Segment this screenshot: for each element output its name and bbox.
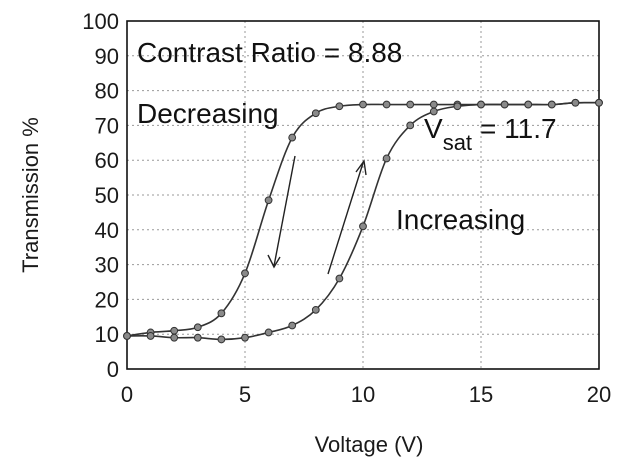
data-point-s2-9 xyxy=(335,274,344,283)
y-tick-label-10: 10 xyxy=(95,322,119,347)
data-point-s2-13 xyxy=(429,107,438,116)
data-point-s2-14 xyxy=(453,102,462,111)
data-point-s2-6 xyxy=(264,328,273,337)
y-tick-label-40: 40 xyxy=(95,218,119,243)
tick-labels: 0 5 10 15 20 0 10 20 30 40 50 60 70 80 90 100 xyxy=(82,9,611,407)
data-point-s2-0 xyxy=(123,332,131,340)
y-tick-label-50: 50 xyxy=(95,183,119,208)
data-point-s1-11 xyxy=(382,100,391,109)
data-point-s2-4 xyxy=(217,335,226,344)
data-point-s1-5 xyxy=(241,269,249,278)
x-tick-label-15: 15 xyxy=(469,382,493,407)
grid xyxy=(127,21,599,369)
x-tick-label-5: 5 xyxy=(239,382,251,407)
series-points xyxy=(123,98,603,344)
x-tick-label-20: 20 xyxy=(587,382,611,407)
increasing-label: Increasing xyxy=(396,204,525,235)
data-point-s1-2 xyxy=(170,326,179,335)
data-point-s2-7 xyxy=(288,321,297,330)
y-tick-label-80: 80 xyxy=(95,79,119,104)
increasing-arrow xyxy=(327,159,367,275)
y-tick-label-100: 100 xyxy=(82,9,119,34)
vsat-label: Vsat = 11.7 xyxy=(424,113,557,155)
decreasing-label: Decreasing xyxy=(137,98,279,129)
vsat-subscript: sat xyxy=(443,130,472,155)
data-point-s2-5 xyxy=(241,333,249,342)
y-tick-label-70: 70 xyxy=(95,113,119,138)
x-tick-label-0: 0 xyxy=(121,382,133,407)
contrast-ratio-label: Contrast Ratio = 8.88 xyxy=(137,37,402,68)
y-tick-label-20: 20 xyxy=(95,287,119,312)
y-tick-label-60: 60 xyxy=(95,148,119,173)
data-point-s1-10 xyxy=(359,100,367,109)
data-point-s2-3 xyxy=(193,333,202,342)
vsat-symbol: V xyxy=(424,113,443,144)
data-point-s2-8 xyxy=(311,305,320,314)
y-axis-title: Transmission % xyxy=(18,117,43,273)
data-point-s1-3 xyxy=(193,323,202,332)
y-tick-label-0: 0 xyxy=(107,357,119,382)
plot-frame xyxy=(126,20,600,370)
y-tick-label-90: 90 xyxy=(95,44,119,69)
vsat-value: = 11.7 xyxy=(480,113,557,144)
data-point-s2-15 xyxy=(477,100,485,109)
data-point-s1-4 xyxy=(217,309,226,318)
data-point-s2-2 xyxy=(170,333,179,342)
x-tick-label-10: 10 xyxy=(351,382,375,407)
data-point-s2-12 xyxy=(406,121,415,130)
data-point-s2-18 xyxy=(547,100,556,109)
data-point-s2-16 xyxy=(500,100,509,109)
data-point-s2-19 xyxy=(571,98,580,107)
data-point-s1-8 xyxy=(311,109,320,118)
y-tick-label-30: 30 xyxy=(95,253,119,278)
data-point-s1-9 xyxy=(335,102,344,111)
data-point-s1-6 xyxy=(264,196,273,205)
data-point-s2-1 xyxy=(146,332,155,340)
data-point-s2-17 xyxy=(524,100,533,109)
data-point-s2-11 xyxy=(382,154,391,163)
data-point-s2-20 xyxy=(595,98,603,107)
data-point-s1-13 xyxy=(429,100,438,109)
data-point-s2-10 xyxy=(359,222,367,231)
data-point-s1-7 xyxy=(288,133,297,142)
decreasing-arrow xyxy=(267,155,296,269)
data-point-s1-12 xyxy=(406,100,415,109)
x-axis-title: Voltage (V) xyxy=(315,432,424,457)
